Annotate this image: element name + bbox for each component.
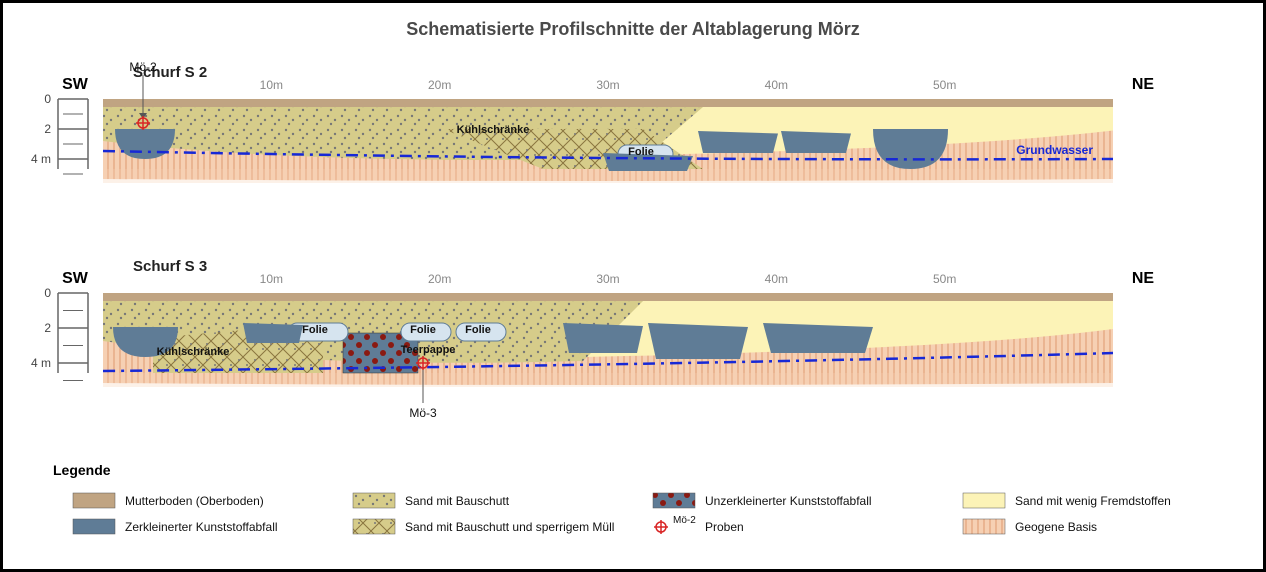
x-tick: 40m [765, 272, 788, 286]
legend: Mutterboden (Oberboden) Sand mit Bauschut… [73, 493, 1171, 534]
x-tick: 10m [260, 78, 283, 92]
x-tick: 50m [933, 272, 956, 286]
y-tick: 2 [44, 122, 51, 136]
annotation-label: Folie [410, 324, 436, 336]
dir-ne: NE [1132, 270, 1155, 287]
legend-label: Zerkleinerter Kunststoffabfall [125, 520, 278, 534]
page-title: Schematisierte Profilschnitte der Altabl… [406, 19, 859, 39]
profile-title: Schurf S 3 [133, 258, 207, 275]
legend-label: Sand mit Bauschutt [405, 494, 510, 508]
legend-label: Mutterboden (Oberboden) [125, 494, 264, 508]
dir-ne: NE [1132, 76, 1155, 93]
y-tick: 4 m [31, 152, 51, 166]
legend-label: Geogene Basis [1015, 520, 1097, 534]
legend-label: Unzerkleinerter Kunststoffabfall [705, 494, 872, 508]
profile-s2: Schurf S 2SWNE10m20m30m40m50m024 mKühlsc… [31, 60, 1154, 183]
y-tick: 0 [44, 286, 51, 300]
legend-label: Proben [705, 520, 744, 534]
annotation-label: Folie [465, 324, 491, 336]
x-tick: 50m [933, 78, 956, 92]
annotation-label: Kühlschränke [457, 124, 530, 136]
annotation-label: Folie [628, 146, 654, 158]
diagram-svg: Schematisierte Profilschnitte der Altabl… [3, 3, 1263, 569]
diagram-frame: Schematisierte Profilschnitte der Altabl… [0, 0, 1266, 572]
y-tick: 4 m [31, 356, 51, 370]
legend-extra: Mö-2 [673, 515, 696, 526]
x-tick: 30m [596, 78, 619, 92]
y-tick: 2 [44, 321, 51, 335]
dir-sw: SW [62, 76, 89, 93]
probe-label: Mö-2 [129, 60, 157, 74]
profile-body: Kühlschränke Folie Folie Folie Teerpappe Mö-3 [103, 293, 1113, 420]
annotation-label: Kühlschränke [157, 346, 230, 358]
groundwater-label: Grundwasser [1016, 143, 1093, 157]
x-tick: 20m [428, 272, 451, 286]
mutterboden-layer [103, 293, 1113, 301]
x-tick: 20m [428, 78, 451, 92]
legend-label: Sand mit Bauschutt und sperrigem Müll [405, 520, 614, 534]
probe-label: Mö-3 [409, 406, 437, 420]
y-axis: 0 2 4 m [31, 286, 88, 381]
dir-sw: SW [62, 270, 89, 287]
annotation-label: Folie [302, 324, 328, 336]
annotation-label: Teerpappe [401, 344, 456, 356]
y-tick: 0 [44, 92, 51, 106]
x-tick: 30m [596, 272, 619, 286]
legend-title: Legende [53, 462, 111, 478]
y-axis: 0 2 4 m [31, 92, 88, 174]
x-tick: 40m [765, 78, 788, 92]
profile-s3: Schurf S 3 SW NE 10m 20m 30m 40m 50m 0 2 4 m Kühlsc… [31, 258, 1154, 420]
x-tick: 10m [260, 272, 283, 286]
legend-label: Sand mit wenig Fremdstoffen [1015, 494, 1171, 508]
mutterboden-layer [103, 99, 1113, 107]
